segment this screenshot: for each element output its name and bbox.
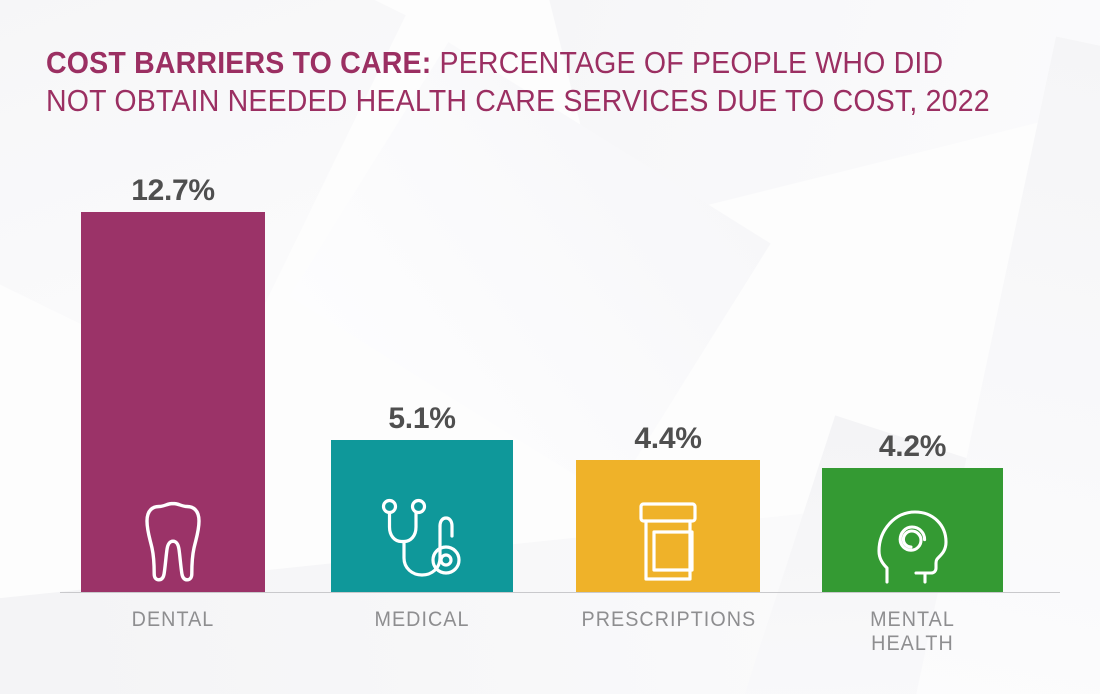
- bar-mental-health[interactable]: [822, 468, 1003, 592]
- bar-value-dental: 12.7%: [131, 174, 215, 207]
- bar-dental[interactable]: [81, 212, 265, 592]
- tooth-icon: [142, 494, 204, 582]
- category-label-prescriptions: PRESCRIPTIONS: [581, 608, 757, 631]
- category-label-medical: MEDICAL: [374, 608, 470, 631]
- bar-value-mental-health: 4.2%: [878, 430, 947, 463]
- bar-group-prescriptions: 4.4%: [576, 422, 760, 592]
- axis-baseline: [60, 592, 1060, 593]
- pill-bottle-icon: [632, 501, 704, 583]
- chart-title-emphasis: COST BARRIERS TO CARE:: [46, 45, 432, 80]
- chart-title: COST BARRIERS TO CARE: PERCENTAGE OF PEO…: [46, 44, 1066, 120]
- bar-group-mental-health: 4.2%: [822, 430, 1003, 592]
- bar-value-prescriptions: 4.4%: [634, 422, 702, 455]
- chart-title-remainder: PERCENTAGE OF PEOPLE WHO DID: [431, 45, 944, 80]
- category-label-dental: DENTAL: [131, 608, 215, 631]
- category-label-mental-health: MENTAL HEALTH: [870, 608, 955, 655]
- head-spiral-icon: [873, 502, 953, 584]
- stethoscope-icon: [380, 498, 464, 584]
- chart-title-line-2: NOT OBTAIN NEEDED HEALTH CARE SERVICES D…: [46, 83, 990, 118]
- bar-value-medical: 5.1%: [388, 402, 456, 435]
- bar-group-dental: 12.7%: [81, 174, 265, 592]
- bar-medical[interactable]: [331, 440, 513, 592]
- chart-title-line-1: COST BARRIERS TO CARE: PERCENTAGE OF PEO…: [46, 44, 984, 82]
- bar-prescriptions[interactable]: [576, 460, 760, 592]
- bar-group-medical: 5.1%: [331, 402, 513, 592]
